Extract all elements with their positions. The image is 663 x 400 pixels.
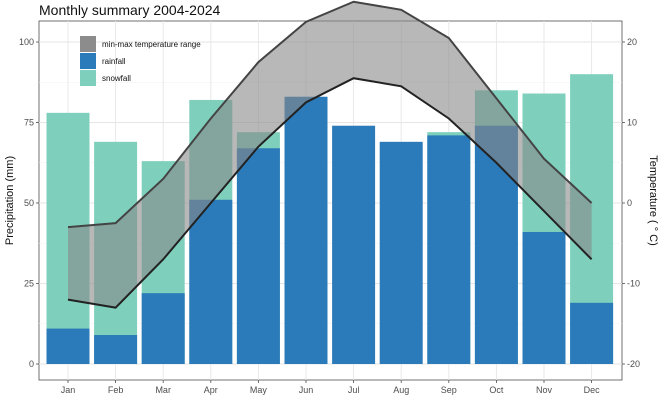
y2-tick-label: 10 bbox=[627, 118, 637, 128]
temperature-band bbox=[67, 0, 593, 309]
y2-tick-label: -10 bbox=[627, 279, 640, 289]
x-tick-label: Nov bbox=[536, 385, 553, 395]
y2-axis-title: Temperature ( ° C) bbox=[647, 155, 659, 246]
temperature-range-band bbox=[68, 1, 592, 308]
legend-label: snowfall bbox=[102, 74, 131, 83]
rainfall-bar bbox=[141, 293, 185, 364]
rainfall-bar bbox=[570, 302, 614, 364]
y-tick-label: 25 bbox=[24, 279, 34, 289]
y-tick-label: 100 bbox=[19, 37, 34, 47]
legend-label: rainfall bbox=[102, 57, 126, 66]
y2-tick-label: 20 bbox=[627, 37, 637, 47]
x-tick-label: May bbox=[250, 385, 268, 395]
x-tick-label: Sep bbox=[441, 385, 457, 395]
y-tick-label: 50 bbox=[24, 198, 34, 208]
max-temperature-line bbox=[67, 0, 593, 229]
rainfall-bar bbox=[284, 96, 328, 365]
rainfall-bar bbox=[94, 335, 138, 364]
legend-label: min-max temperature range bbox=[102, 40, 201, 49]
legend-swatch bbox=[80, 53, 96, 69]
rainfall-bar bbox=[46, 328, 90, 364]
rainfall-bar bbox=[236, 148, 280, 364]
x-tick-label: Jul bbox=[348, 385, 360, 395]
bars bbox=[46, 74, 614, 365]
rainfall-bar bbox=[379, 141, 423, 364]
x-tick-label: Mar bbox=[155, 385, 171, 395]
legend-swatch bbox=[80, 36, 96, 52]
min-temperature-line bbox=[67, 77, 593, 309]
x-tick-label: Aug bbox=[393, 385, 409, 395]
chart-title: Monthly summary 2004-2024 bbox=[39, 2, 221, 18]
legend-swatch bbox=[80, 70, 96, 86]
y-tick-label: 75 bbox=[24, 118, 34, 128]
y2-tick-label: 0 bbox=[627, 198, 632, 208]
y-tick-label: 0 bbox=[29, 359, 34, 369]
y-axis-title: Precipitation (mm) bbox=[4, 156, 16, 245]
legend: min-max temperature range rainfall snowfal… bbox=[80, 36, 201, 86]
rainfall-bar bbox=[332, 125, 376, 364]
axes: 0 25 50 75 100 -20 -10 0 10 20 Jan Feb Mar Apr May Jun J… bbox=[4, 37, 659, 395]
rainfall-bar bbox=[189, 199, 233, 364]
rainfall-bar bbox=[522, 231, 566, 364]
x-tick-label: Jan bbox=[61, 385, 76, 395]
x-tick-label: Oct bbox=[489, 385, 504, 395]
rainfall-bar bbox=[427, 135, 471, 364]
x-tick-label: Apr bbox=[204, 385, 218, 395]
x-tick-label: Dec bbox=[584, 385, 601, 395]
x-tick-label: Jun bbox=[299, 385, 314, 395]
x-tick-label: Feb bbox=[108, 385, 124, 395]
y2-tick-label: -20 bbox=[627, 359, 640, 369]
